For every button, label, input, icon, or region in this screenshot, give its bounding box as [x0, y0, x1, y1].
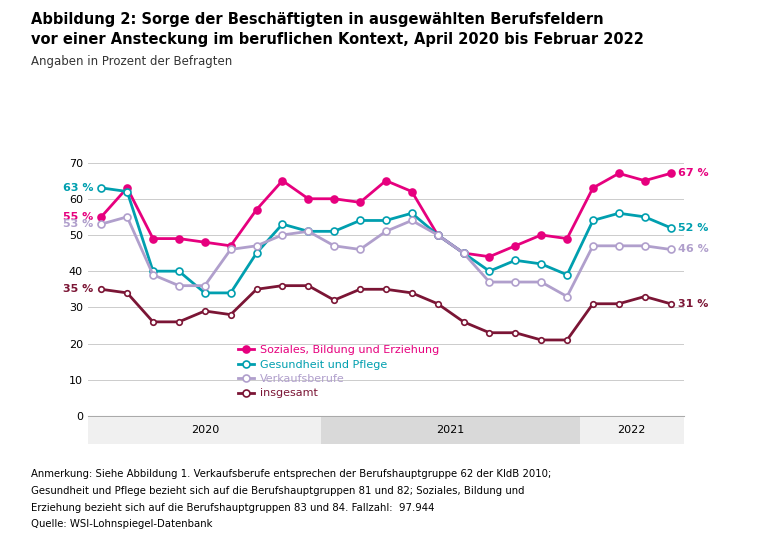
Text: 35 %: 35 %	[63, 284, 94, 294]
Text: 46 %: 46 %	[678, 245, 709, 255]
Text: Erziehung bezieht sich auf die Berufshauptgruppen 83 und 84. Fallzahl:  97.944: Erziehung bezieht sich auf die Berufshau…	[31, 503, 434, 512]
Text: vor einer Ansteckung im beruflichen Kontext, April 2020 bis Februar 2022: vor einer Ansteckung im beruflichen Kont…	[31, 32, 644, 47]
Text: 63 %: 63 %	[63, 183, 94, 193]
Text: 2021: 2021	[436, 425, 465, 435]
Text: Angaben in Prozent der Befragten: Angaben in Prozent der Befragten	[31, 55, 232, 68]
Text: 53 %: 53 %	[63, 219, 94, 229]
Bar	[88, 417, 321, 444]
Text: 55 %: 55 %	[63, 212, 94, 222]
Text: 2020: 2020	[190, 425, 219, 435]
Text: 67 %: 67 %	[678, 169, 709, 179]
Bar	[321, 417, 580, 444]
Bar	[580, 417, 684, 444]
Text: Quelle: WSI-Lohnspiegel-Datenbank: Quelle: WSI-Lohnspiegel-Datenbank	[31, 519, 212, 529]
Text: Abbildung 2: Sorge der Beschäftigten in ausgewählten Berufsfeldern: Abbildung 2: Sorge der Beschäftigten in …	[31, 12, 604, 27]
Text: Gesundheit und Pflege bezieht sich auf die Berufshauptgruppen 81 und 82; Soziale: Gesundheit und Pflege bezieht sich auf d…	[31, 486, 525, 496]
Text: 2022: 2022	[617, 425, 646, 435]
Legend: Soziales, Bildung und Erziehung, Gesundheit und Pflege, Verkaufsberufe, insgesam: Soziales, Bildung und Erziehung, Gesundh…	[233, 341, 443, 403]
Text: 31 %: 31 %	[678, 299, 709, 309]
Text: Anmerkung: Siehe Abbildung 1. Verkaufsberufe entsprechen der Berufshauptgruppe 6: Anmerkung: Siehe Abbildung 1. Verkaufsbe…	[31, 469, 551, 479]
Text: 52 %: 52 %	[678, 223, 709, 233]
